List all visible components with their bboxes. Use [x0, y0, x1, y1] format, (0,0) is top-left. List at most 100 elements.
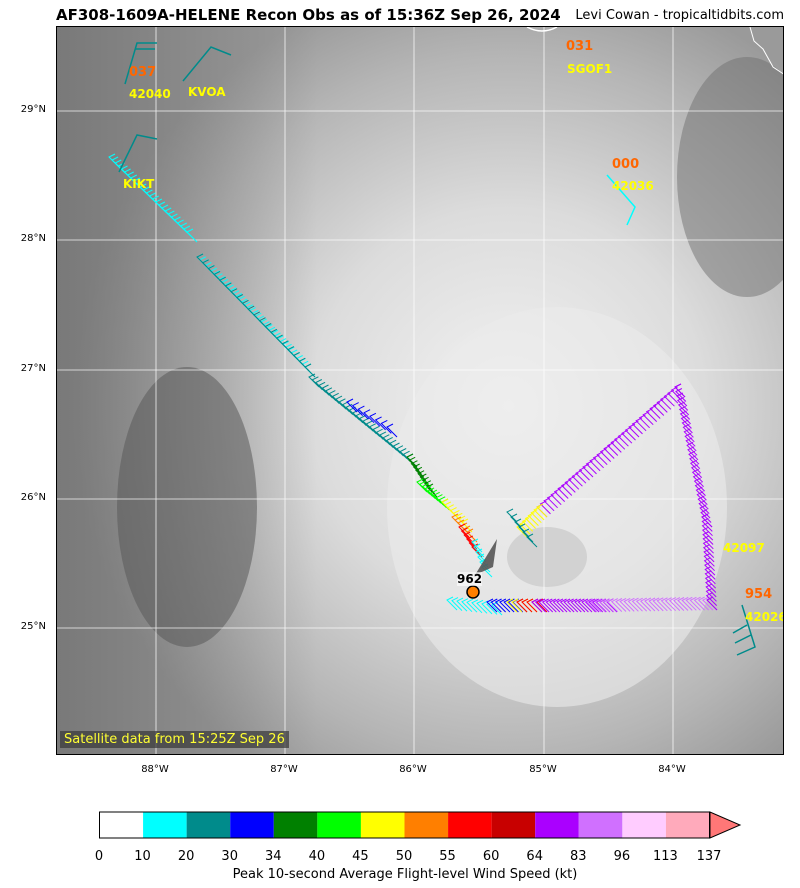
- wind-barb: [652, 597, 664, 612]
- colorbar-cell: [665, 812, 710, 838]
- wind-barb: [408, 456, 420, 471]
- wind-barb: [415, 466, 427, 481]
- colorbar-cell: [448, 812, 492, 838]
- wind-barb: [553, 488, 566, 502]
- colorbar-cell: [99, 812, 144, 838]
- wind-barb: [644, 597, 656, 612]
- wind-barb: [533, 506, 545, 521]
- wind-barb: [527, 512, 539, 526]
- wind-barb: [695, 486, 707, 501]
- wind-barb: [703, 552, 715, 567]
- colorbar-label: Peak 10-second Average Flight-level Wind…: [232, 867, 578, 882]
- wind-barb: [670, 386, 682, 401]
- wind-barb: [536, 598, 548, 613]
- wind-barb: [674, 383, 686, 398]
- wind-barb: [304, 363, 316, 378]
- wind-barb: [628, 423, 640, 438]
- wind-barb: [689, 596, 701, 611]
- wind-barb: [351, 402, 364, 416]
- station-value-42026: 954: [745, 587, 773, 602]
- wind-barb: [471, 538, 483, 553]
- wind-barb: [490, 598, 502, 613]
- wind-barb: [645, 408, 658, 422]
- aircraft-position-marker: [466, 585, 480, 599]
- satellite-map: [57, 27, 783, 754]
- wind-barb: [598, 598, 610, 613]
- wind-barb: [689, 455, 701, 470]
- wind-barb: [539, 500, 551, 515]
- wind-barb: [684, 432, 696, 447]
- wind-barb: [675, 388, 687, 402]
- wind-barb: [703, 557, 715, 572]
- wind-barb: [694, 482, 706, 496]
- colorbar-cell: [535, 812, 579, 838]
- station-id-42036: 42036: [612, 179, 654, 193]
- wind-barb: [693, 477, 705, 492]
- wind-barb: [426, 483, 438, 498]
- station-id-42040: 42040: [129, 87, 171, 101]
- wind-barb: [706, 596, 718, 611]
- wind-barb: [564, 478, 576, 493]
- colorbar-tick-label: 50: [395, 849, 413, 864]
- wind-barb: [595, 598, 607, 613]
- station-id-sgof1: SGOF1: [567, 62, 613, 76]
- lon-label-88: 88°W: [141, 764, 169, 775]
- wind-barb: [581, 598, 593, 613]
- station-barbs: [118, 42, 756, 656]
- wind-barb: [458, 523, 470, 538]
- wind-barb: [546, 494, 558, 509]
- wind-barb: [638, 414, 650, 429]
- wind-barb: [599, 448, 612, 462]
- wind-barb: [663, 392, 675, 407]
- station-id-42026: 42026: [745, 610, 784, 624]
- wind-barb: [417, 470, 429, 485]
- wind-barb: [536, 503, 548, 518]
- wind-barb: [516, 523, 528, 538]
- dry-region-east: [677, 57, 783, 297]
- wind-barb: [503, 598, 515, 613]
- wind-barb: [621, 429, 633, 444]
- colorbar-cell: [360, 812, 405, 838]
- lat-label-25: 25°N: [20, 621, 46, 632]
- wind-barb: [627, 597, 639, 612]
- wind-barb: [691, 468, 704, 483]
- wind-barb: [705, 592, 718, 606]
- wind-barb: [635, 597, 648, 612]
- map-panel: 037 42040 KVOA 031 SGOF1 KIKT 000 42036 …: [56, 26, 784, 755]
- colorbar-cell: [317, 812, 361, 838]
- lat-label-28: 28°N: [20, 233, 46, 244]
- wind-barb: [410, 460, 422, 475]
- station-value-sgof1: 031: [566, 39, 594, 54]
- wind-barb: [549, 598, 561, 613]
- wind-barb: [571, 472, 583, 487]
- wind-barb: [481, 600, 493, 615]
- wind-barb: [652, 402, 665, 416]
- colorbar-tick-label: 64: [526, 849, 543, 864]
- wind-barb: [656, 597, 668, 612]
- colorbar-tick-label: 60: [482, 849, 500, 864]
- wind-barb: [476, 599, 488, 614]
- wind-barb: [603, 445, 615, 459]
- colorbar-tick-label: 10: [134, 849, 151, 864]
- wind-barb: [471, 543, 483, 558]
- wind-barb: [698, 500, 710, 514]
- wind-barb: [701, 513, 713, 528]
- wind-barb: [526, 598, 538, 613]
- lon-label-84: 84°W: [658, 764, 686, 775]
- wind-barb: [506, 598, 518, 613]
- wind-barb: [369, 412, 381, 427]
- wind-barb: [586, 598, 598, 613]
- wind-barb: [534, 598, 546, 613]
- wind-barb: [685, 437, 697, 452]
- lon-label-86: 86°W: [399, 764, 427, 775]
- wind-barb: [701, 522, 713, 537]
- aircraft-icon: [475, 539, 497, 575]
- wind-barb: [475, 548, 487, 563]
- station-barb-42036: [606, 174, 636, 226]
- wind-barb: [659, 395, 672, 410]
- colorbar-extend-arrow: [709, 811, 742, 839]
- wind-barb: [693, 596, 705, 611]
- wind-barb: [648, 597, 660, 612]
- credit-text: Levi Cowan - tropicaltidbits.com: [575, 8, 784, 23]
- wind-barb: [624, 426, 636, 441]
